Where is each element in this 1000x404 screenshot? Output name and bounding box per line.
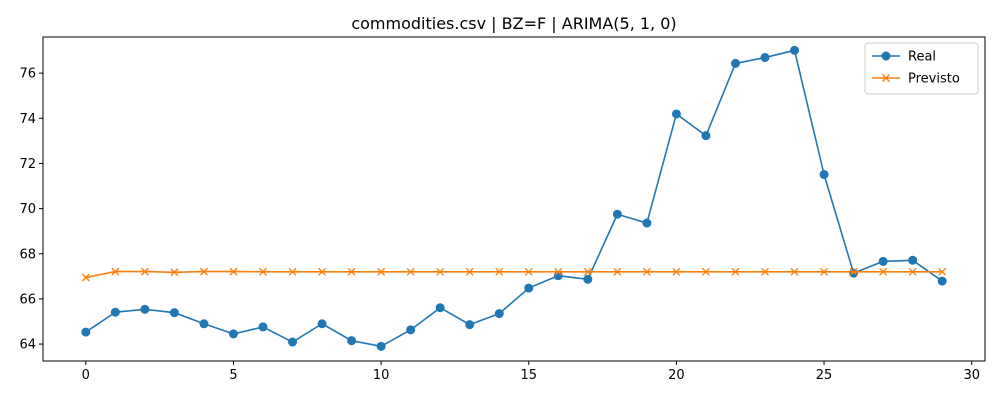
- data-point-real: [612, 209, 622, 219]
- data-point-previsto: [701, 267, 710, 276]
- y-tick-label: 76: [19, 67, 36, 82]
- data-point-previsto: [199, 267, 208, 276]
- x-tick-label: 30: [963, 368, 980, 383]
- series-line-real: [85, 49, 943, 348]
- x-tick-label: 10: [373, 368, 390, 383]
- data-point-real: [110, 307, 120, 317]
- x-tick-label: 15: [520, 368, 537, 383]
- data-point-previsto: [938, 267, 947, 276]
- data-point-previsto: [406, 267, 415, 276]
- y-tick-label: 72: [19, 157, 36, 172]
- data-point-real: [169, 308, 179, 318]
- data-point-previsto: [259, 267, 267, 276]
- data-point-previsto: [642, 267, 651, 276]
- data-point-real: [849, 268, 859, 278]
- legend-item-previsto: Previsto: [872, 72, 960, 87]
- data-point-real: [376, 341, 386, 351]
- data-point-previsto: [613, 267, 622, 276]
- data-point-real: [671, 109, 681, 119]
- plot-series: [81, 45, 947, 351]
- data-point-real: [288, 337, 298, 347]
- data-point-real: [790, 45, 800, 55]
- data-point-real: [258, 322, 268, 332]
- data-point-real: [553, 271, 563, 281]
- data-point-previsto: [879, 267, 888, 276]
- data-point-real: [760, 53, 770, 63]
- data-point-previsto: [849, 267, 858, 276]
- series-line-previsto: [85, 270, 943, 279]
- data-point-previsto: [288, 267, 297, 276]
- data-point-previsto: [377, 267, 386, 276]
- data-point-real: [406, 325, 416, 335]
- data-point-previsto: [495, 267, 504, 276]
- x-tick-label: 5: [229, 368, 237, 383]
- data-point-previsto: [820, 267, 829, 276]
- x-tick-label: 20: [668, 368, 685, 383]
- data-point-real: [730, 58, 740, 68]
- axes-frame: [42, 36, 986, 362]
- x-tick-label: 0: [82, 368, 90, 383]
- data-point-previsto: [436, 267, 445, 276]
- data-point-real: [701, 131, 711, 141]
- data-point-real: [199, 319, 209, 329]
- data-point-real: [583, 274, 593, 284]
- data-point-real: [465, 320, 475, 330]
- data-point-previsto: [761, 267, 769, 276]
- y-tick-label: 64: [19, 338, 36, 353]
- legend-items: Real Previsto: [872, 50, 960, 87]
- data-point-previsto: [170, 268, 179, 277]
- data-point-previsto: [347, 267, 356, 276]
- legend-label-real: Real: [908, 50, 936, 65]
- data-point-real: [228, 329, 238, 339]
- data-point-previsto: [731, 267, 740, 276]
- data-point-previsto: [583, 267, 592, 276]
- x-tick-label: 25: [816, 368, 833, 383]
- data-point-real: [81, 327, 91, 337]
- legend-marker-previsto: [882, 74, 890, 82]
- y-tick-label: 68: [19, 247, 36, 262]
- data-point-real: [435, 303, 445, 313]
- series-previsto: [81, 267, 947, 282]
- data-point-real: [347, 336, 357, 346]
- chart-title: commodities.csv | BZ=F | ARIMA(5, 1, 0): [351, 14, 676, 33]
- legend: Real Previsto: [864, 42, 979, 95]
- data-point-real: [937, 276, 947, 286]
- data-point-previsto: [554, 267, 563, 276]
- legend-marker-real: [881, 51, 891, 61]
- data-point-real: [524, 283, 534, 293]
- data-point-real: [494, 309, 504, 319]
- data-point-real: [140, 304, 150, 314]
- data-point-previsto: [81, 273, 90, 282]
- data-point-real: [878, 256, 888, 266]
- y-tick-label: 70: [19, 202, 36, 217]
- data-point-previsto: [140, 267, 149, 276]
- data-point-real: [908, 255, 918, 265]
- data-point-previsto: [790, 267, 799, 276]
- data-point-previsto: [908, 267, 917, 276]
- axis-ticks: 0 5 10 15 20 25 30 64 66 68 70 72 74 76: [19, 67, 980, 383]
- legend-item-real: Real: [872, 50, 936, 65]
- data-point-previsto: [672, 267, 681, 276]
- data-point-previsto: [524, 267, 533, 276]
- data-point-real: [819, 170, 829, 180]
- data-point-previsto: [229, 267, 238, 276]
- y-tick-label: 74: [19, 112, 36, 127]
- data-point-real: [317, 319, 327, 329]
- data-point-previsto: [318, 267, 327, 276]
- legend-label-previsto: Previsto: [908, 72, 960, 87]
- data-point-previsto: [111, 267, 120, 276]
- y-tick-label: 66: [19, 292, 36, 307]
- data-point-previsto: [465, 267, 474, 276]
- data-point-real: [642, 218, 652, 228]
- series-real: [81, 45, 947, 351]
